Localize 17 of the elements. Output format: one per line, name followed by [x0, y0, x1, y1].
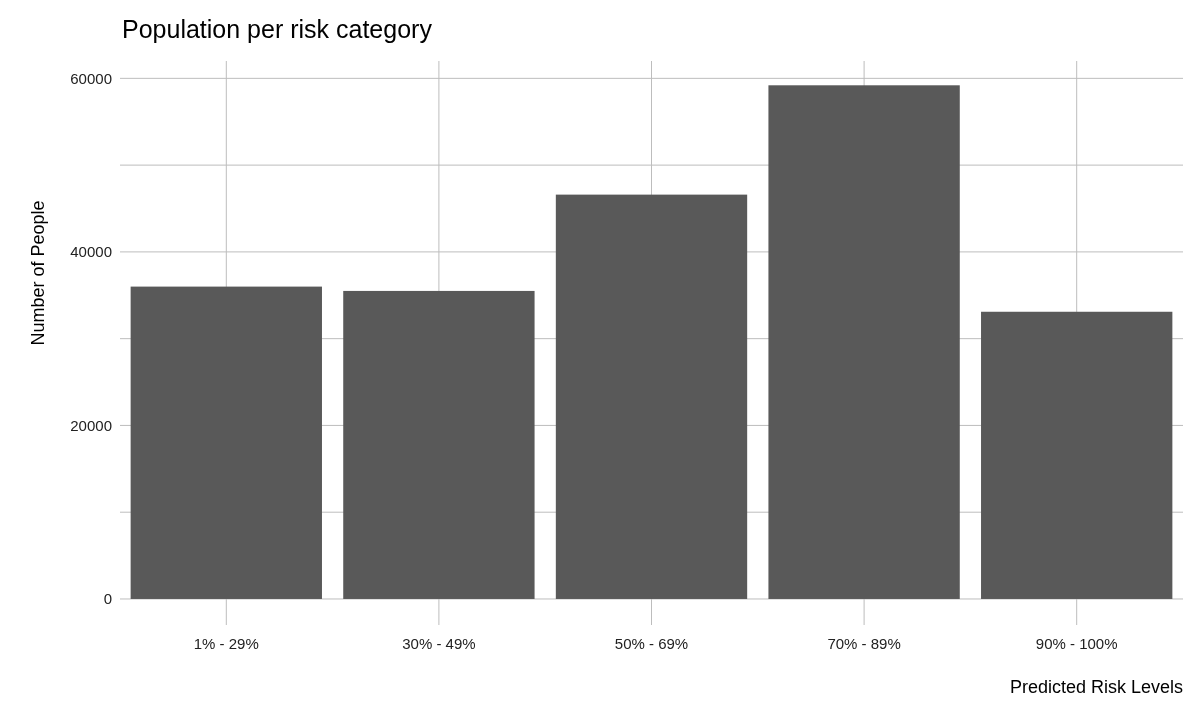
bar [343, 290, 535, 599]
x-tick-label: 1% - 29% [193, 635, 259, 652]
bar [981, 311, 1173, 599]
x-tick-label: 50% - 69% [614, 635, 689, 652]
y-tick-label: 40000 [70, 243, 112, 261]
bar [555, 194, 748, 599]
y-axis-title: Number of People [28, 200, 48, 346]
x-axis-title: Predicted Risk Levels [1009, 677, 1183, 697]
x-tick-label: 90% - 100% [1035, 635, 1118, 652]
y-tick-label: 60000 [70, 69, 112, 87]
chart-title: Population per risk category [122, 15, 433, 43]
y-tick-label: 20000 [70, 416, 112, 434]
x-tick-label: 30% - 49% [402, 635, 476, 652]
y-tick-label: 0 [103, 590, 112, 608]
bar [768, 85, 960, 599]
bar [130, 286, 322, 599]
x-tick-label: 70% - 89% [827, 635, 901, 652]
